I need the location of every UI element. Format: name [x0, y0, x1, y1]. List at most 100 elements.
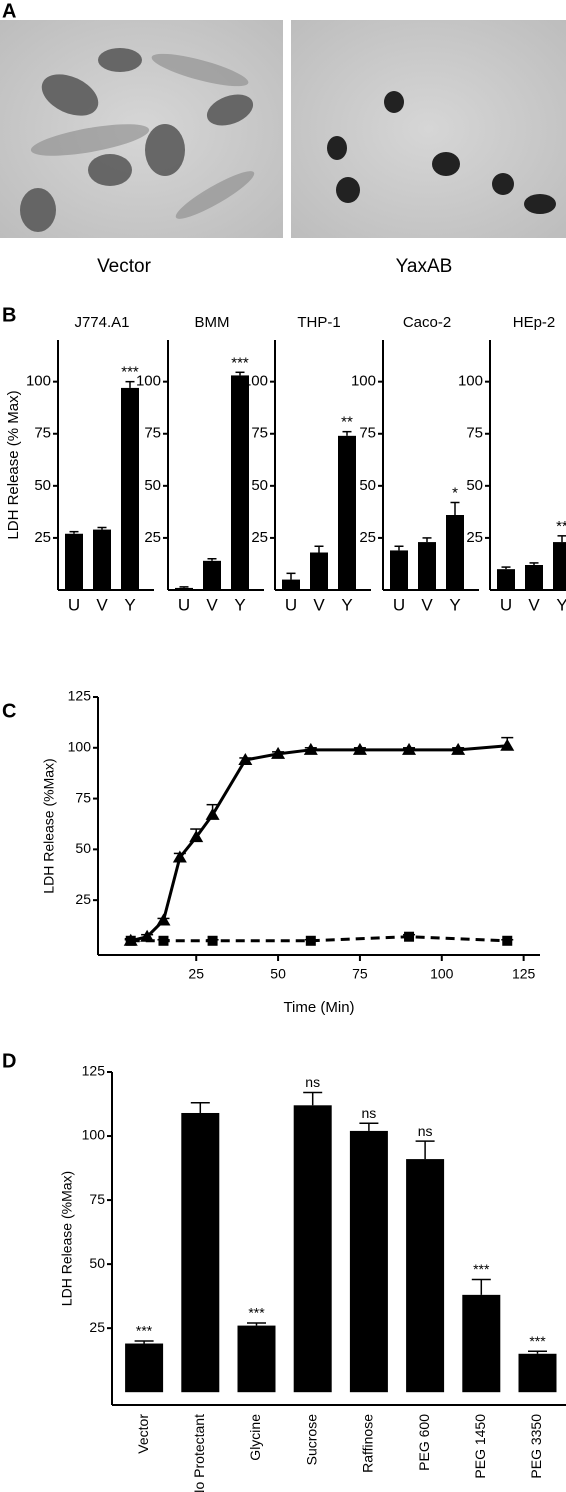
x-tick-label: Vector	[135, 1414, 151, 1454]
marker	[125, 935, 136, 946]
y-axis-label: LDH Release (%Max)	[41, 758, 57, 893]
panel-label: A	[2, 0, 16, 22]
micrograph-yaxab	[291, 20, 566, 238]
significance: **	[556, 518, 566, 535]
bar	[203, 560, 221, 590]
y-tick-label: 25	[251, 529, 268, 546]
caption: YaxAB	[396, 256, 453, 277]
y-tick-label: 100	[458, 373, 483, 390]
x-tick-label: PEG 1450	[472, 1414, 488, 1479]
x-tick-label: U	[500, 595, 512, 614]
y-axis-label: LDH Release (%Max)	[59, 1171, 75, 1306]
marker	[238, 752, 253, 765]
significance: ***	[529, 1333, 546, 1349]
y-tick-label: 25	[359, 529, 376, 546]
bar	[446, 515, 464, 590]
marker	[451, 742, 466, 755]
bar	[175, 587, 193, 590]
x-tick-label: V	[528, 595, 540, 614]
caption: Vector	[97, 256, 152, 277]
marker	[303, 742, 318, 755]
x-tick-label: Y	[449, 595, 460, 614]
bar	[121, 387, 139, 590]
x-tick-label: 25	[188, 966, 204, 982]
significance: ***	[136, 1323, 153, 1339]
bar	[390, 550, 408, 590]
marker	[207, 935, 218, 946]
marker	[404, 931, 415, 942]
significance: ns	[418, 1123, 433, 1139]
significance: ns	[305, 1074, 320, 1090]
y-tick-label: 50	[466, 477, 483, 494]
y-tick-label: 100	[68, 738, 92, 754]
panel-label: D	[2, 1050, 16, 1072]
bar	[282, 579, 300, 590]
y-tick-label: 50	[34, 477, 51, 494]
y-tick-label: 100	[243, 373, 268, 390]
chart-title: HEp-2	[513, 314, 556, 331]
y-tick-label: 100	[26, 373, 51, 390]
chart-title: BMM	[195, 314, 230, 331]
y-tick-label: 25	[89, 1319, 105, 1335]
marker	[156, 913, 171, 926]
bar	[338, 435, 356, 590]
y-tick-label: 25	[466, 529, 483, 546]
x-tick-label: PEG 3350	[528, 1414, 544, 1479]
bar	[462, 1294, 501, 1393]
significance: *	[452, 484, 458, 501]
bar	[237, 1325, 276, 1393]
x-tick-label: Y	[234, 595, 245, 614]
chart-title: J774.A1	[74, 314, 129, 331]
x-tick-label: Raffinose	[360, 1414, 376, 1473]
x-axis-label: Time (Min)	[283, 999, 354, 1016]
marker	[140, 929, 155, 942]
marker	[271, 746, 286, 759]
x-tick-label: Y	[124, 595, 135, 614]
bar	[293, 1105, 332, 1393]
marker	[189, 830, 204, 843]
x-tick-label: 50	[270, 966, 286, 982]
y-tick-label: 25	[75, 891, 91, 907]
x-tick-label: V	[421, 595, 433, 614]
marker	[305, 935, 316, 946]
bar	[406, 1159, 445, 1393]
y-tick-label: 75	[359, 425, 376, 442]
bar	[349, 1130, 388, 1393]
y-tick-label: 125	[68, 688, 92, 704]
bar	[93, 529, 111, 590]
significance: ***	[248, 1305, 265, 1321]
chart-title: THP-1	[297, 314, 340, 331]
bar	[553, 542, 566, 590]
marker	[205, 807, 220, 820]
y-tick-label: 25	[144, 529, 161, 546]
marker	[352, 742, 367, 755]
x-tick-label: Y	[341, 595, 352, 614]
y-tick-label: 75	[75, 789, 91, 805]
marker	[172, 850, 187, 863]
y-tick-label: 50	[75, 840, 91, 856]
x-tick-label: PEG 600	[416, 1414, 432, 1471]
y-tick-label: 100	[82, 1127, 106, 1143]
x-tick-label: No Protectant	[191, 1414, 207, 1492]
panel-label: B	[2, 304, 16, 326]
bar	[525, 565, 543, 590]
y-tick-label: 75	[34, 425, 51, 442]
marker	[500, 738, 515, 751]
y-tick-label: 25	[34, 529, 51, 546]
x-tick-label: U	[393, 595, 405, 614]
significance: **	[341, 414, 353, 431]
y-axis-label: LDH Release (% Max)	[5, 390, 22, 539]
marker	[502, 935, 513, 946]
y-tick-label: 75	[466, 425, 483, 442]
y-tick-label: 50	[144, 477, 161, 494]
y-tick-label: 75	[251, 425, 268, 442]
marker	[158, 935, 169, 946]
bar	[518, 1353, 557, 1393]
x-tick-label: 75	[352, 966, 368, 982]
y-tick-label: 50	[359, 477, 376, 494]
micrograph-vector	[0, 20, 283, 238]
series-line	[130, 744, 508, 943]
y-tick-label: 75	[89, 1191, 105, 1207]
y-tick-label: 75	[144, 425, 161, 442]
